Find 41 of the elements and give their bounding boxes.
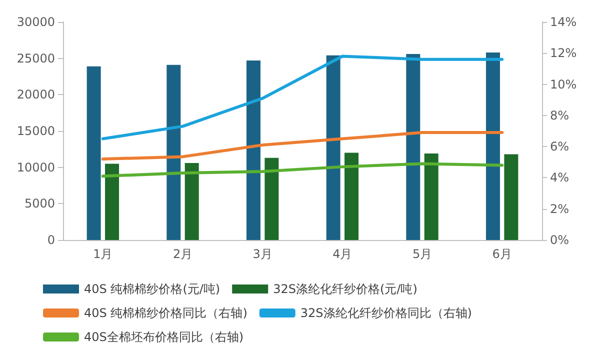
y2-tick-label: 14% <box>550 15 577 29</box>
legend-label: 40S 纯棉棉纱价格(元/吨) <box>84 282 220 296</box>
line-series <box>101 162 504 178</box>
legend-label: 40S 纯棉棉纱价格同比（右轴) <box>84 306 248 320</box>
x-tick-label: 3月 <box>252 247 272 261</box>
line-series <box>101 54 504 140</box>
y2-tick-label: 4% <box>550 170 570 185</box>
y2-tick-label: 12% <box>550 46 577 60</box>
y2-tick-label: 0% <box>550 233 570 247</box>
y-tick-label: 25000 <box>16 51 55 66</box>
x-tick-label: 4月 <box>332 247 352 261</box>
legend-label: 32S涤纶化纤纱价格同比（右轴) <box>300 306 472 320</box>
y2-tick-label: 6% <box>550 140 570 154</box>
x-tick-label: 2月 <box>172 247 193 261</box>
x-tick-label: 1月 <box>93 247 113 261</box>
bar <box>344 152 359 240</box>
bar <box>105 164 120 240</box>
bar <box>326 55 340 240</box>
bar <box>184 162 199 240</box>
y-tick-label: 20000 <box>16 88 55 102</box>
bar <box>486 52 500 240</box>
bar <box>166 64 181 240</box>
bar <box>264 158 279 240</box>
y-tick-label: 5000 <box>24 196 55 211</box>
y-tick-label: 15000 <box>16 124 55 138</box>
y-tick-label: 30000 <box>16 15 55 29</box>
legend-label: 32S涤纶化纤纱价格(元/吨) <box>273 282 418 296</box>
y-tick-label: 10000 <box>16 160 55 174</box>
legend-label: 40S全棉坯布价格同比（右轴) <box>84 330 244 344</box>
x-tick-label: 6月 <box>492 247 512 261</box>
bar <box>406 54 420 240</box>
bar <box>86 66 101 240</box>
bar <box>246 60 260 240</box>
y2-tick-label: 2% <box>550 202 570 216</box>
bar <box>504 154 518 240</box>
line-series <box>101 131 504 161</box>
y2-tick-label: 8% <box>550 108 570 122</box>
y2-tick-label: 10% <box>550 77 577 92</box>
y-tick-label: 0 <box>47 233 55 247</box>
x-tick-label: 5月 <box>412 247 432 261</box>
bar <box>424 154 438 240</box>
